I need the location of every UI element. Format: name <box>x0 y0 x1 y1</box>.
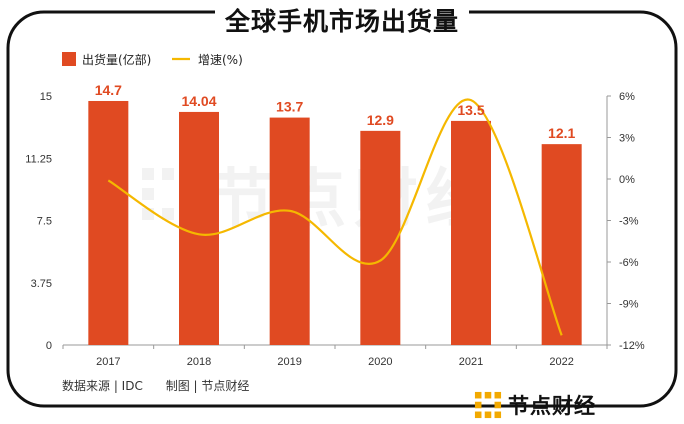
title-area: 全球手机市场出货量 <box>0 2 684 38</box>
y-left-tick-label: 11.25 <box>25 153 52 165</box>
legend-swatch-bar <box>62 52 76 66</box>
bar <box>269 117 310 345</box>
bar-data-label: 14.04 <box>181 93 216 109</box>
y-right-tick-label: -6% <box>619 257 639 269</box>
y-right-tick-label: 3% <box>619 133 635 145</box>
y-right-tick-label: 6% <box>619 91 635 103</box>
x-tick-label: 2019 <box>277 356 301 368</box>
x-tick-label: 2017 <box>96 356 120 368</box>
node-finance-logo-icon <box>474 391 502 419</box>
y-right-tick-label: -12% <box>619 340 645 352</box>
bar-data-label: 13.7 <box>276 99 303 115</box>
y-left-tick-label: 3.75 <box>31 278 52 290</box>
chart-title: 全球手机市场出货量 <box>214 2 469 38</box>
bar-data-label: 14.7 <box>95 82 122 98</box>
x-tick-label: 2020 <box>368 356 392 368</box>
x-tick-label: 2022 <box>549 356 573 368</box>
y-left-tick-label: 15 <box>40 91 52 103</box>
bar-data-label: 12.9 <box>367 112 394 128</box>
bar <box>451 120 491 346</box>
legend-label-line: 增速(%) <box>198 53 243 67</box>
bar-data-label: 13.5 <box>457 102 484 118</box>
bar <box>179 111 219 345</box>
y-right-tick-label: 0% <box>619 174 635 186</box>
y-right-tick-label: -9% <box>619 299 639 311</box>
x-tick-label: 2021 <box>459 356 483 368</box>
bar <box>541 144 582 345</box>
brand-logo: 节点财经 <box>474 389 596 421</box>
source-note: 数据来源 | IDC 制图 | 节点财经 <box>62 379 250 393</box>
y-left-tick-label: 0 <box>46 340 52 352</box>
bar <box>88 100 129 345</box>
legend-label-bar: 出货量(亿部) <box>82 52 151 67</box>
bar <box>360 130 401 345</box>
x-tick-label: 2018 <box>187 356 211 368</box>
y-left-tick-label: 7.5 <box>37 216 52 228</box>
growth-rate-line <box>107 98 563 336</box>
brand-name: 节点财经 <box>508 394 596 418</box>
bar-data-label: 12.1 <box>548 125 575 141</box>
watermark-text: 节点财经 <box>210 163 498 237</box>
y-right-tick-label: -3% <box>619 216 639 228</box>
